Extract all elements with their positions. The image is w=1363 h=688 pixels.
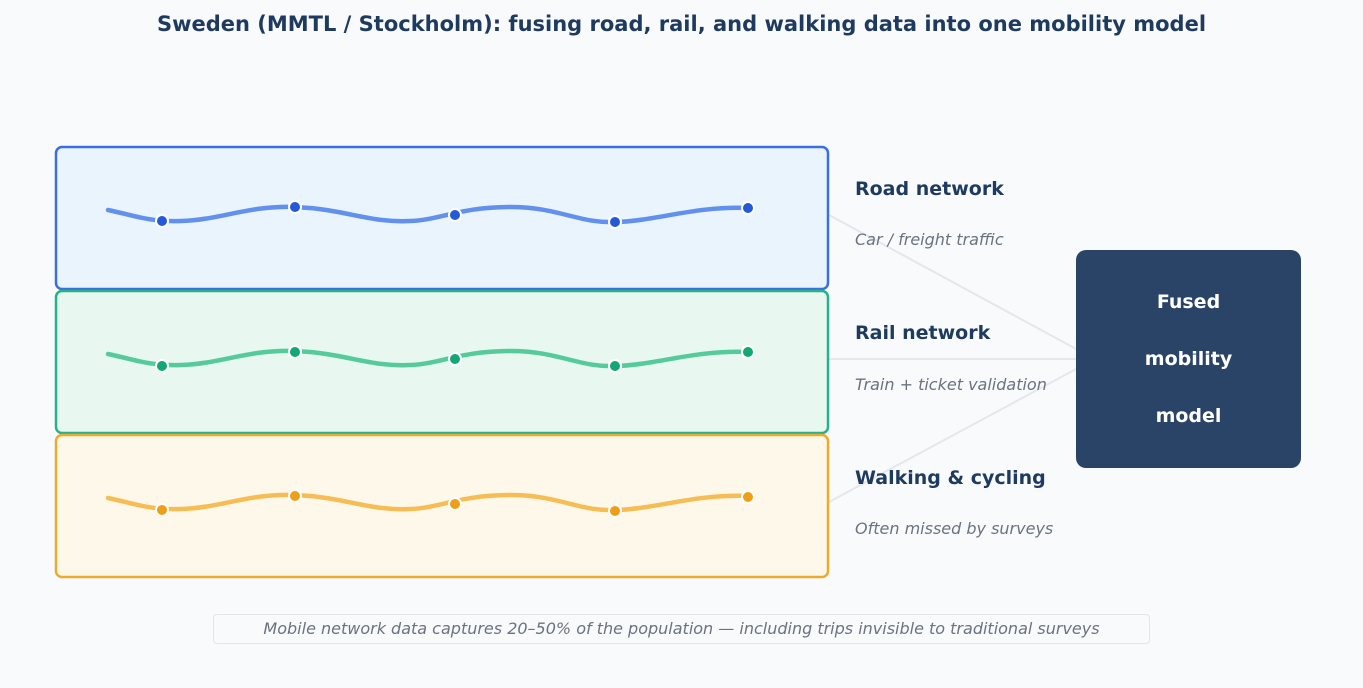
rail-data-point [155, 359, 169, 373]
connector-walking [828, 367, 1079, 503]
rail-data-point [448, 352, 462, 366]
fused-mobility-model-box: Fused mobility model [1076, 250, 1301, 468]
road-data-point [741, 201, 755, 215]
road-network-title: Road network [855, 178, 1004, 200]
rail-data-point [288, 345, 302, 359]
road-data-point [155, 214, 169, 228]
walking-data-point [608, 504, 622, 518]
road-data-point [448, 208, 462, 222]
rail-network-subtitle: Train + ticket validation [855, 375, 1047, 394]
road-data-point [288, 200, 302, 214]
walking-data-point [155, 503, 169, 517]
walking-data-point [741, 490, 755, 504]
connector-road [828, 214, 1079, 351]
rail-data-point [741, 345, 755, 359]
road-network-subtitle: Car / freight traffic [855, 230, 1004, 249]
walking-cycling-subtitle: Often missed by surveys [855, 519, 1054, 538]
footer-caption: Mobile network data captures 20–50% of t… [213, 614, 1150, 644]
diagram-title: Sweden (MMTL / Stockholm): fusing road, … [156, 12, 1207, 36]
walking-data-point [448, 497, 462, 511]
road-data-point [608, 215, 622, 229]
rail-data-point [608, 359, 622, 373]
fused-model-line-3: model [1155, 404, 1222, 427]
fused-model-line-2: mobility [1144, 347, 1233, 370]
rail-network-title: Rail network [855, 322, 991, 344]
walking-cycling-title: Walking & cycling [855, 467, 1046, 489]
fused-model-line-1: Fused [1156, 290, 1221, 313]
walking-data-point [288, 489, 302, 503]
